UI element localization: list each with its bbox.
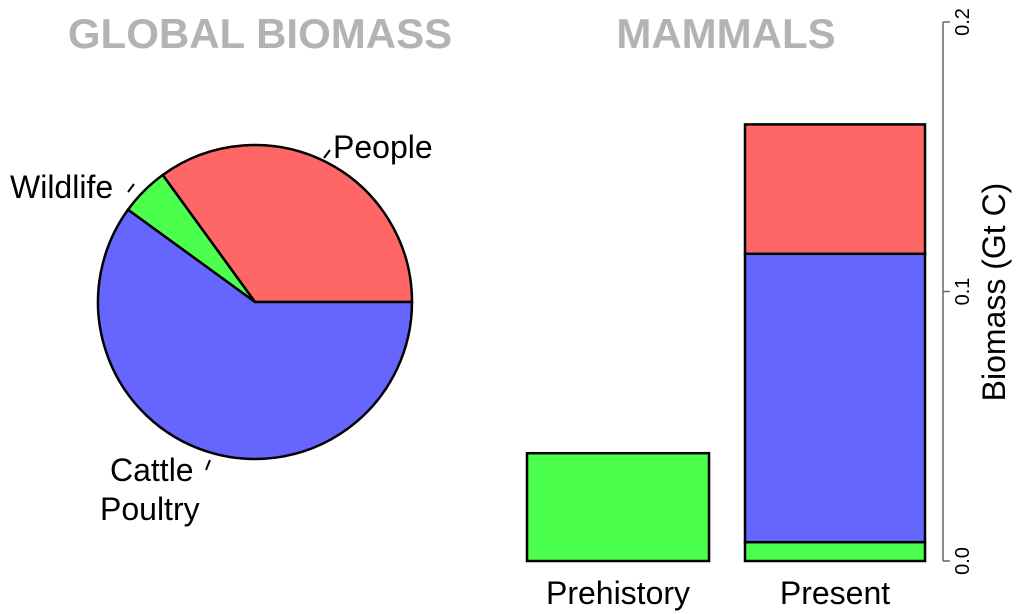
bar-chart (525, 123, 927, 563)
y-tick-label: 0.2 (952, 8, 974, 36)
bar-prehistory-wildlife (525, 451, 711, 563)
pie-leader-cattle (205, 459, 211, 471)
y-axis-label: Biomass (Gt C) (976, 183, 1012, 402)
y-tick-label: 0.0 (952, 547, 974, 575)
pie-label-cattle: Cattle (110, 452, 194, 488)
pie-label-poultry: Poultry (100, 491, 200, 527)
y-tick-label: 0.1 (952, 278, 974, 306)
pie-title: GLOBAL BIOMASS (68, 10, 452, 57)
y-axis: 0.0 0.1 0.2 (942, 8, 974, 575)
bar-title: MAMMALS (616, 10, 835, 57)
bar-present-wildlife (743, 540, 927, 563)
bar-present-cattle_poultry (743, 252, 927, 544)
x-label-prehistory: Prehistory (546, 575, 690, 611)
pie-slice-2 (96, 207, 414, 461)
pie-label-wildlife: Wildlife (10, 169, 113, 205)
pie-slice-0 (160, 143, 414, 304)
pie-label-people: People (333, 129, 433, 165)
pie-leader-people (323, 149, 331, 159)
x-label-present: Present (780, 575, 890, 611)
bar-present-people (743, 123, 927, 256)
pie-chart (96, 143, 414, 461)
pie-leader-wildlife (127, 183, 135, 193)
